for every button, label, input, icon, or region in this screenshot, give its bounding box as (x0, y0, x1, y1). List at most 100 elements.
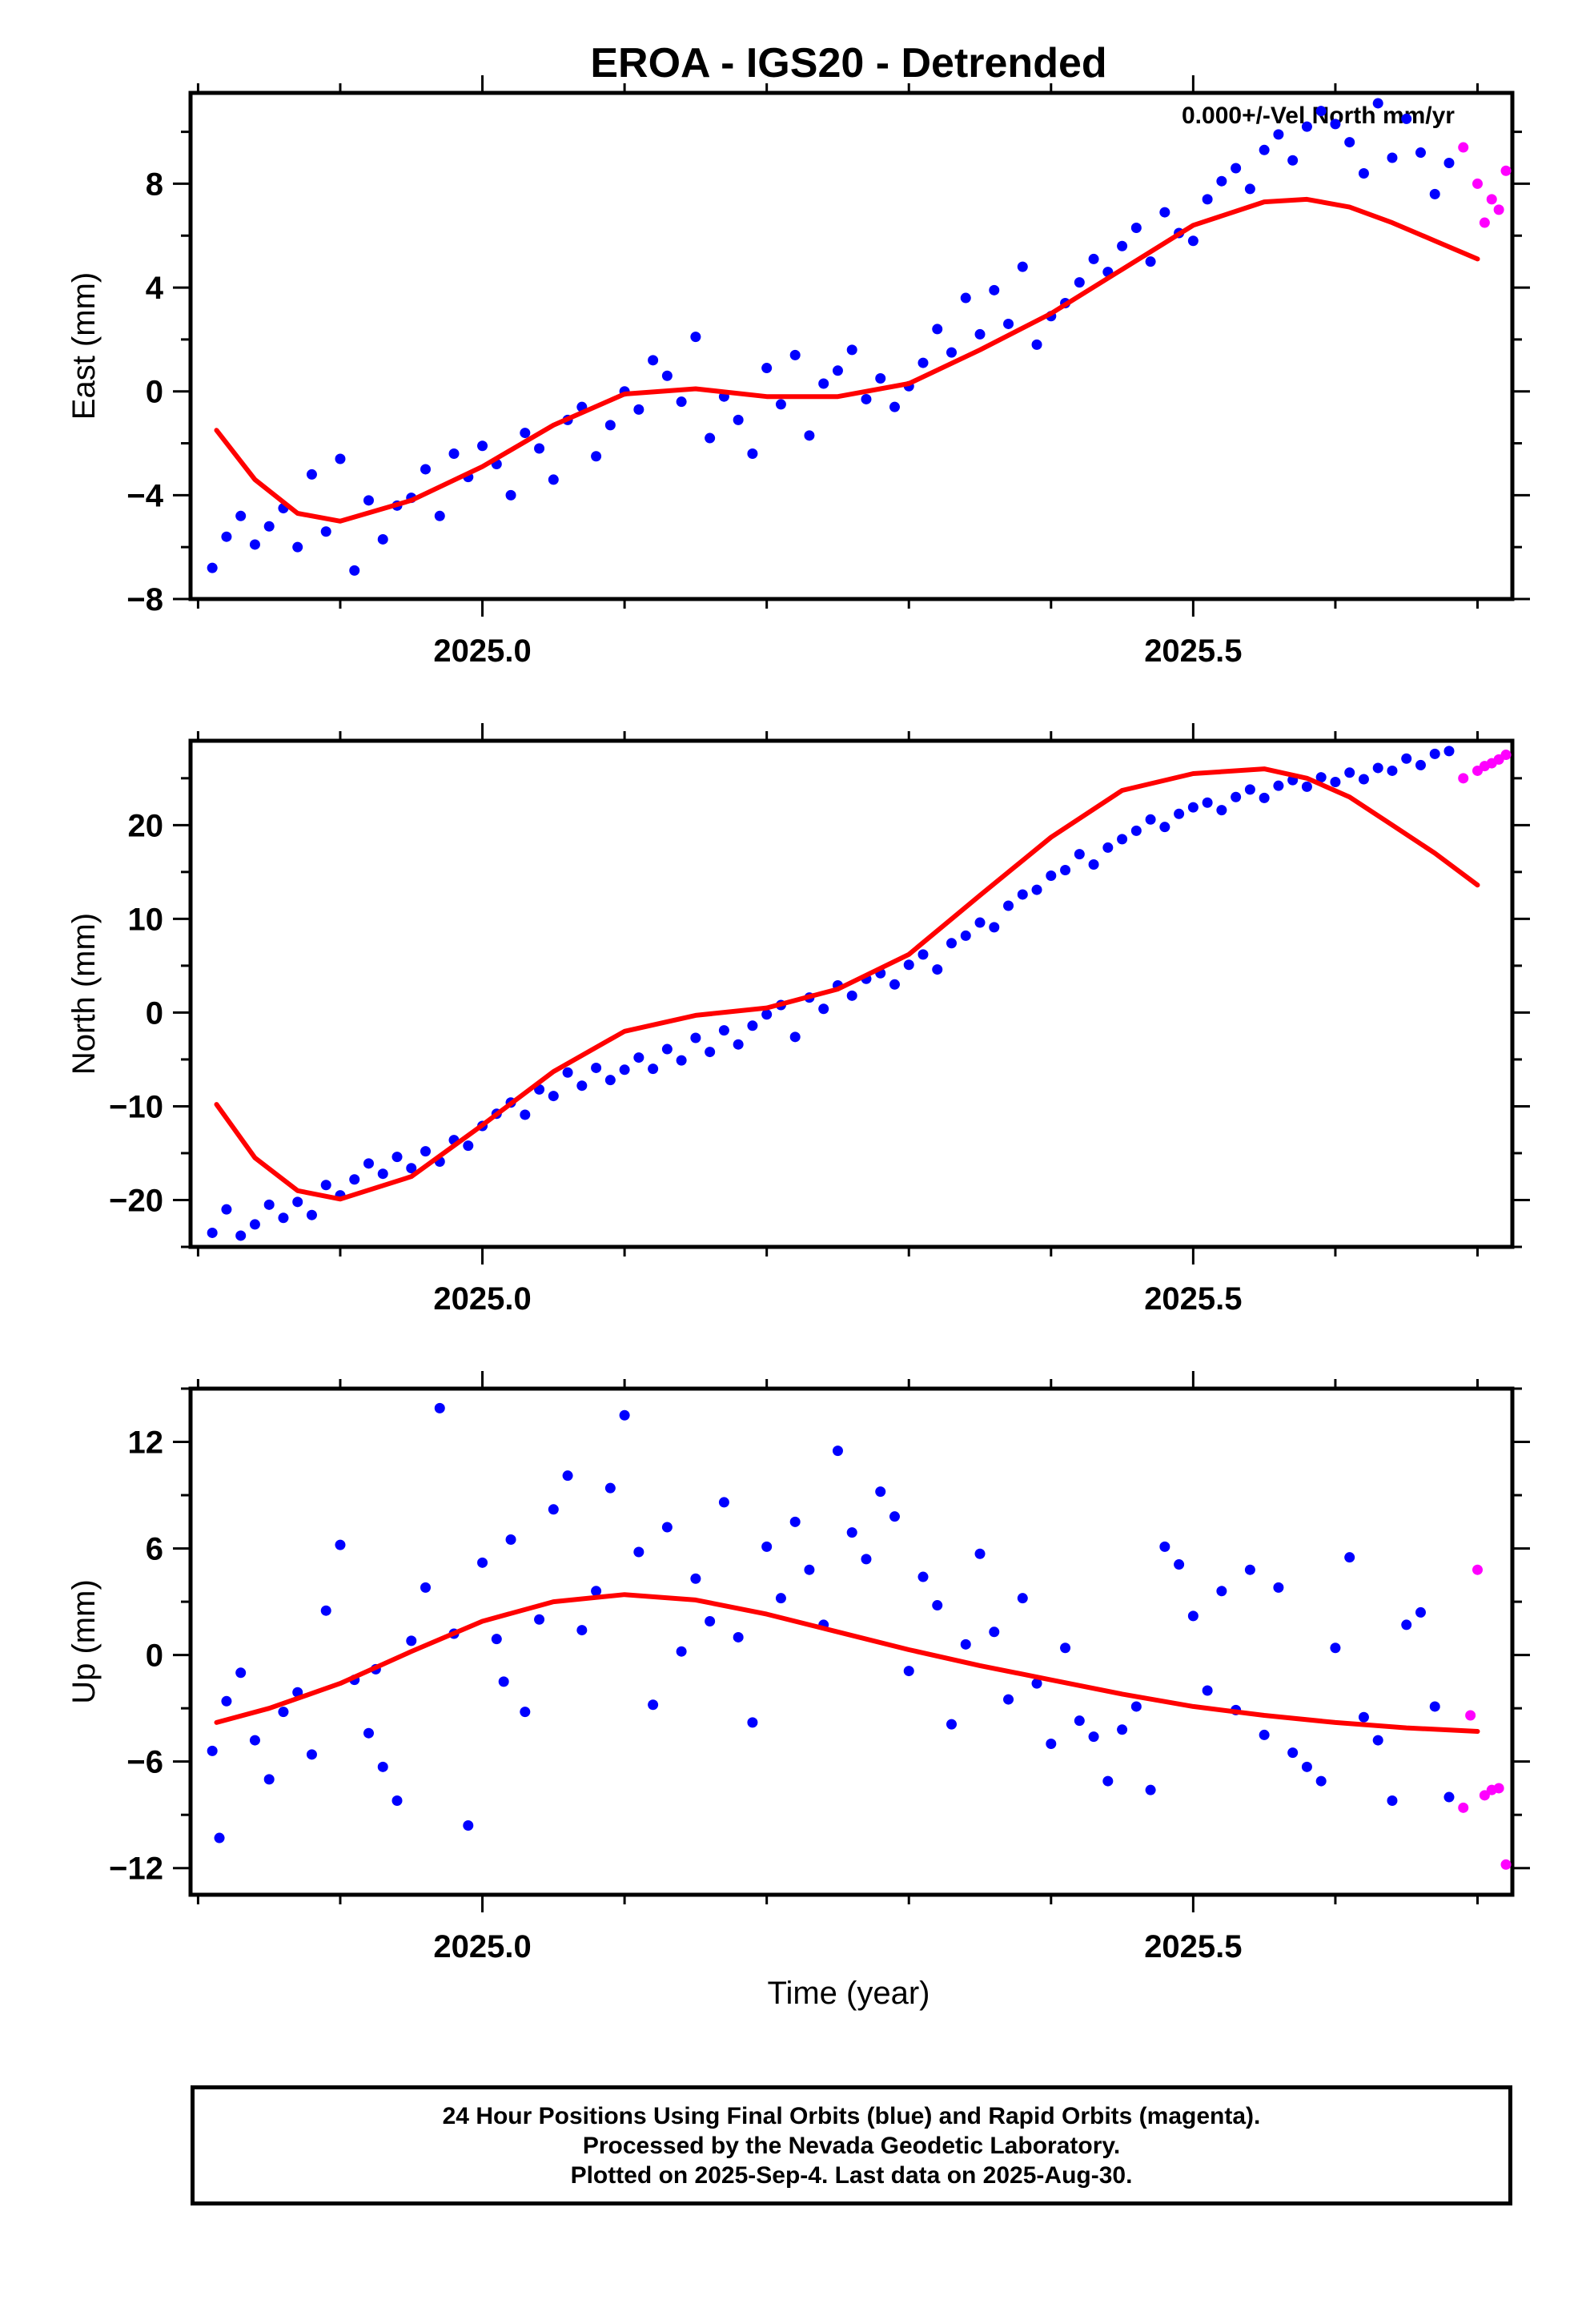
final-orbit-point (1117, 1724, 1128, 1735)
final-orbit-point (1074, 1715, 1085, 1727)
final-orbit-point (1003, 1694, 1014, 1705)
final-orbit-point (1358, 774, 1369, 785)
final-orbit-point (633, 1052, 644, 1063)
final-orbit-point (263, 1774, 275, 1785)
final-orbit-point (363, 1727, 374, 1739)
final-orbit-point (789, 1516, 801, 1527)
final-orbit-point (1330, 1642, 1341, 1654)
final-orbit-point (648, 1063, 659, 1075)
final-orbit-point (889, 1511, 900, 1522)
final-orbit-point (1372, 762, 1383, 774)
rapid-orbit-point (1458, 142, 1469, 153)
final-orbit-point (1330, 776, 1341, 787)
final-orbit-point (1429, 748, 1440, 759)
final-orbit-point (406, 1635, 417, 1647)
final-orbit-point (705, 1615, 716, 1626)
final-orbit-point (1102, 1775, 1114, 1787)
plot-frame (188, 90, 1515, 601)
final-orbit-point (363, 1158, 374, 1169)
final-orbit-point (946, 347, 958, 358)
final-orbit-point (1372, 98, 1383, 109)
final-orbit-point (974, 1548, 986, 1559)
y-tick-label: −10 (109, 1089, 163, 1124)
final-orbit-point (889, 401, 900, 412)
y-axis-label: Up (mm) (66, 1579, 102, 1704)
x-tick-label: 2025.5 (1144, 633, 1242, 669)
final-orbit-point (1358, 167, 1369, 179)
y-tick-label: 10 (128, 902, 164, 937)
final-orbit-point (846, 344, 857, 356)
final-orbit-point (846, 1527, 857, 1538)
final-orbit-point (520, 428, 531, 439)
final-orbit-point (917, 1571, 929, 1582)
final-orbit-point (249, 539, 260, 550)
y-tick-label: −12 (109, 1852, 163, 1887)
final-orbit-point (1315, 772, 1327, 783)
rapid-orbit-point (1500, 1859, 1512, 1870)
final-orbit-point (604, 1075, 616, 1086)
final-orbit-point (1387, 1795, 1398, 1806)
final-orbit-point (1401, 753, 1412, 764)
final-orbit-point (1259, 1729, 1270, 1740)
final-orbit-point (989, 284, 1000, 296)
final-orbit-point (875, 373, 886, 384)
final-orbit-point (789, 349, 801, 360)
final-orbit-point (335, 1539, 346, 1550)
final-orbit-point (1145, 256, 1156, 267)
x-tick-label: 2025.0 (433, 1929, 531, 1964)
final-orbit-point (1315, 106, 1327, 117)
final-orbit-point (1088, 1731, 1099, 1743)
final-orbit-point (520, 1109, 531, 1120)
final-orbit-point (306, 1749, 317, 1760)
final-orbit-point (932, 964, 943, 975)
final-orbit-point (705, 432, 716, 444)
figure-title: EROA - IGS20 - Detrended (590, 40, 1106, 86)
final-orbit-point (1102, 842, 1114, 853)
rapid-orbit-point (1493, 204, 1504, 215)
final-orbit-point (1301, 1761, 1312, 1772)
final-orbit-point (377, 533, 388, 545)
final-orbit-point (1415, 1606, 1426, 1618)
velocity-annotation: 0.000+/-Vel North mm/yr (1182, 103, 1455, 129)
final-orbit-point (1060, 865, 1071, 876)
final-orbit-point (1301, 781, 1312, 792)
final-orbit-point (960, 292, 971, 304)
final-orbit-point (1387, 765, 1398, 776)
final-orbit-point (761, 1541, 773, 1552)
y-tick-label: 6 (146, 1532, 163, 1567)
final-orbit-point (1216, 175, 1227, 187)
rapid-orbit-point (1465, 1710, 1476, 1721)
final-orbit-point (775, 399, 786, 410)
data-layer (207, 98, 1512, 576)
final-orbit-point (1401, 1619, 1412, 1630)
rapid-orbit-point (1458, 1802, 1469, 1813)
y-tick-label: 0 (146, 375, 163, 410)
final-orbit-point (1443, 1791, 1455, 1803)
final-orbit-point (1259, 144, 1270, 155)
final-orbit-point (548, 474, 559, 485)
y-tick-label: −8 (126, 582, 163, 617)
final-orbit-point (1216, 805, 1227, 816)
final-orbit-point (1130, 1701, 1142, 1712)
final-orbit-point (207, 562, 218, 573)
final-orbit-point (1443, 158, 1455, 169)
panel-3: 2025.0 2025.5 −12 −6 0 6 12 Up (mm) (66, 1371, 1530, 1964)
final-orbit-point (1159, 207, 1170, 218)
final-orbit-point (1287, 1747, 1299, 1759)
final-orbit-point (1244, 784, 1255, 795)
y-tick-label: 4 (146, 271, 164, 306)
final-orbit-point (1187, 802, 1199, 813)
final-orbit-point (960, 930, 971, 941)
final-orbit-point (832, 1445, 843, 1457)
final-orbit-point (477, 1557, 488, 1568)
final-orbit-point (320, 1605, 331, 1616)
final-orbit-point (903, 1666, 914, 1677)
final-orbit-point (498, 1676, 509, 1687)
final-orbit-point (249, 1219, 260, 1230)
final-orbit-point (946, 938, 958, 949)
final-orbit-point (491, 1634, 502, 1645)
final-orbit-point (1117, 240, 1128, 251)
plot-frame (188, 1386, 1515, 1897)
final-orbit-point (903, 959, 914, 971)
final-orbit-point (278, 1707, 289, 1718)
